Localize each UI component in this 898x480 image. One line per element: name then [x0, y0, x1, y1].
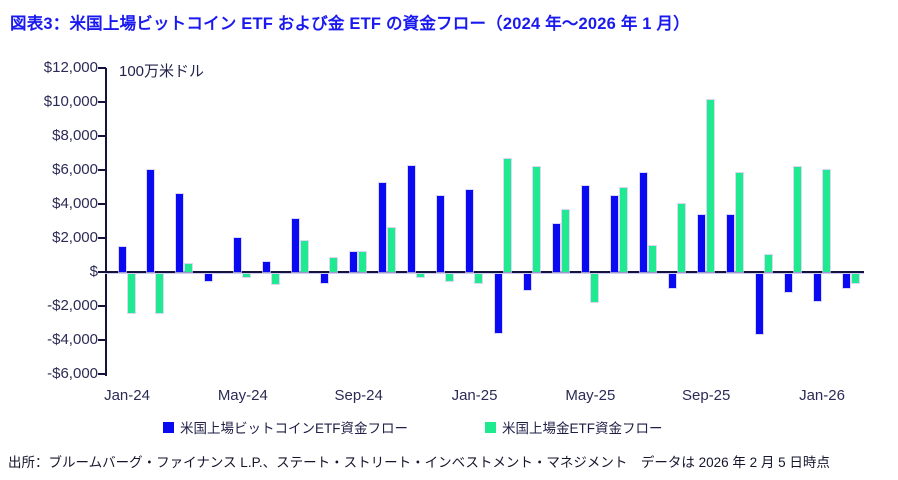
bar-gold-Mar-25: [532, 166, 540, 272]
bar-gold-Sep-24: [359, 252, 367, 272]
y-tick-mark: [98, 339, 106, 341]
bar-gold-Sep-25: [706, 100, 714, 272]
bar-btc-Feb-24: [147, 170, 155, 272]
bar-btc-Nov-25: [755, 274, 763, 335]
legend-label-bitcoin-etf: 米国上場ビットコインETF資金フロー: [180, 421, 408, 436]
bar-btc-Mar-24: [176, 193, 184, 272]
bar-gold-Jul-25: [648, 245, 656, 272]
x-tick-label: Jan-24: [104, 387, 150, 404]
bar-btc-Dec-24: [437, 195, 445, 272]
bar-btc-May-24: [234, 238, 242, 272]
bar-btc-Dec-25: [784, 274, 792, 292]
y-tick-mark: [98, 373, 106, 375]
bar-btc-Mar-25: [523, 274, 531, 291]
bar-btc-Jan-25: [466, 189, 474, 272]
bar-gold-Oct-25: [735, 172, 743, 272]
bar-gold-Jan-25: [475, 274, 483, 284]
x-tick-label: Jan-25: [451, 387, 498, 404]
y-tick-mark: [98, 203, 106, 205]
bar-gold-Feb-24: [156, 274, 164, 314]
bar-btc-Jun-24: [263, 261, 271, 272]
bar-btc-Feb-26: [842, 274, 850, 288]
bar-btc-Apr-25: [552, 224, 560, 272]
bar-gold-Jul-24: [301, 240, 309, 272]
bar-btc-May-25: [581, 186, 589, 272]
y-tick-label: $8,000: [52, 127, 98, 144]
bar-gold-Jun-25: [619, 187, 627, 272]
y-axis-line: [105, 68, 107, 376]
source-note: 出所：ブルームバーグ・ファイナンス L.P.、ステート・ストリート・インベストメ…: [8, 455, 830, 470]
legend-item-bitcoin-etf: 米国上場ビットコインETF資金フロー: [163, 417, 408, 437]
bar-btc-Jul-25: [639, 173, 647, 272]
chart-title: 図表3：米国上場ビットコイン ETF および金 ETF の資金フロー（2024 …: [10, 15, 690, 33]
x-tick-label: Jan-26: [799, 387, 845, 404]
bar-btc-Aug-24: [321, 274, 329, 283]
y-tick-mark: [98, 271, 106, 273]
bar-gold-Jun-24: [272, 274, 280, 285]
bar-btc-Oct-24: [379, 182, 387, 272]
y-tick-mark: [98, 67, 106, 69]
bar-gold-Dec-25: [793, 166, 801, 272]
y-tick-label: -$4,000: [47, 331, 98, 348]
bar-gold-May-24: [243, 274, 251, 277]
x-tick-label: May-25: [565, 387, 616, 404]
y-axis-unit-label: 100万米ドル: [119, 63, 205, 80]
x-tick-label: Sep-24: [334, 387, 383, 404]
y-tick-mark: [98, 305, 106, 307]
y-tick-label: -$6,000: [47, 365, 98, 382]
bitcoin-etf-legend-swatch-icon: [163, 421, 174, 433]
bar-gold-May-25: [590, 274, 598, 303]
bar-gold-Feb-26: [851, 274, 859, 284]
bar-gold-Dec-24: [446, 274, 454, 281]
legend-label-gold-etf: 米国上場金ETF資金フロー: [502, 421, 663, 436]
bar-btc-Jul-24: [292, 219, 300, 272]
y-tick-label: $2,000: [52, 229, 98, 246]
legend-item-gold-etf: 米国上場金ETF資金フロー: [485, 417, 663, 437]
legend: 米国上場ビットコインETF資金フロー 米国上場金ETF資金フロー: [0, 417, 898, 436]
bar-gold-Jan-24: [127, 274, 135, 314]
bar-btc-Apr-24: [205, 274, 213, 281]
x-tick-label: Sep-25: [682, 387, 731, 404]
bar-gold-Mar-24: [185, 263, 193, 272]
y-tick-label: -$2,000: [47, 297, 98, 314]
bar-btc-Jun-25: [610, 195, 618, 272]
bar-gold-Aug-25: [677, 204, 685, 272]
y-tick-label: $: [89, 263, 98, 280]
bar-gold-Aug-24: [330, 257, 338, 272]
bar-btc-Feb-25: [494, 274, 502, 333]
bar-btc-Nov-24: [408, 165, 416, 272]
bar-gold-Nov-25: [764, 255, 772, 272]
y-tick-mark: [98, 135, 106, 137]
x-tick-label: May-24: [217, 387, 268, 404]
y-tick-mark: [98, 101, 106, 103]
bar-gold-Apr-25: [561, 209, 569, 272]
y-tick-mark: [98, 237, 106, 239]
y-tick-label: $12,000: [43, 59, 98, 76]
gold-etf-legend-swatch-icon: [485, 421, 496, 433]
bar-gold-Jan-26: [822, 170, 830, 272]
y-tick-mark: [98, 169, 106, 171]
bar-gold-Nov-24: [417, 274, 425, 277]
bar-btc-Oct-25: [726, 215, 734, 272]
bar-btc-Sep-24: [350, 252, 358, 272]
y-tick-label: $4,000: [52, 195, 98, 212]
bar-btc-Jan-26: [813, 274, 821, 302]
bar-gold-Oct-24: [388, 227, 396, 272]
y-tick-label: $6,000: [52, 161, 98, 178]
y-tick-label: $10,000: [43, 93, 98, 110]
bar-btc-Sep-25: [697, 215, 705, 272]
zero-axis-line: [105, 271, 864, 274]
bar-gold-Feb-25: [503, 158, 511, 272]
bar-btc-Jan-24: [118, 247, 126, 272]
bar-btc-Aug-25: [668, 274, 676, 289]
